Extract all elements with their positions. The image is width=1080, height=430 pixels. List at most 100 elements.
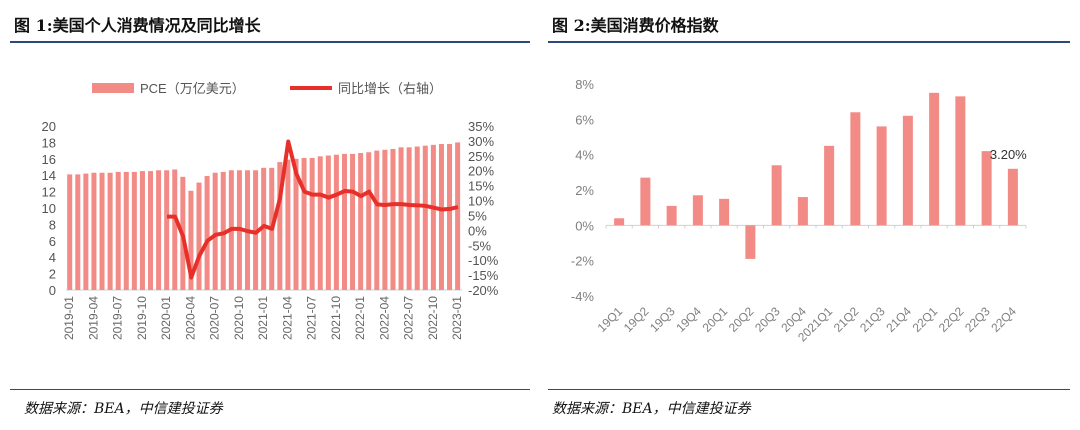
left-axis-tick-label: 4	[49, 250, 56, 265]
pce-bar	[131, 171, 137, 290]
y-axis-tick-label: 6%	[575, 112, 594, 127]
pce-bar	[447, 144, 453, 290]
pce-bar	[382, 149, 388, 290]
pce-bar	[374, 150, 380, 290]
right-axis-tick-label: 20%	[468, 164, 494, 179]
pce-bar	[366, 152, 372, 290]
right-axis-tick-label: 35%	[468, 119, 494, 134]
pce-bar	[277, 162, 283, 290]
pce-bar	[422, 145, 428, 290]
pce-bar	[172, 169, 178, 290]
pce-bar	[148, 171, 154, 290]
x-tick-label: 2023-01	[450, 296, 464, 340]
pce-bar	[99, 172, 105, 290]
cpi-bar	[797, 197, 808, 226]
right-axis-tick-label: 30%	[468, 134, 494, 149]
pce-bar	[414, 146, 420, 290]
pce-bar	[358, 153, 364, 290]
y-axis-tick-label: -2%	[571, 254, 595, 269]
pce-bar	[139, 171, 145, 290]
x-category-label: 21Q3	[857, 304, 888, 335]
pce-bar	[430, 144, 436, 290]
pce-bar	[341, 153, 347, 290]
left-axis-tick-label: 6	[49, 234, 56, 249]
left-axis-tick-label: 10	[42, 201, 56, 216]
x-category-label: 19Q1	[595, 304, 626, 335]
x-tick-label: 2020-10	[232, 296, 246, 340]
pce-bar	[301, 157, 307, 290]
cpi-bar	[955, 96, 966, 226]
pce-bar	[350, 153, 356, 290]
pce-bar	[67, 174, 73, 290]
pce-bar	[325, 155, 331, 290]
y-axis-tick-label: -4%	[571, 289, 595, 304]
right-source: 数据来源：BEA，中信建投证券	[552, 401, 751, 417]
pce-bar	[333, 154, 339, 290]
x-category-label: 20Q2	[726, 304, 757, 335]
y-axis-tick-label: 4%	[575, 148, 594, 163]
right-axis-tick-label: 10%	[468, 194, 494, 209]
cpi-bar	[640, 177, 651, 226]
x-tick-label: 2020-01	[159, 296, 173, 340]
pce-bar	[188, 190, 194, 290]
right-axis-tick-label: 25%	[468, 149, 494, 164]
right-title-rule	[548, 41, 1070, 43]
right-axis-tick-label: -10%	[468, 253, 499, 268]
right-chart-title: 图 2:美国消费价格指数	[552, 16, 719, 35]
pce-bar	[438, 144, 444, 290]
cpi-bar	[1007, 168, 1018, 226]
right-source-rule	[548, 389, 1070, 390]
pce-bar	[253, 170, 259, 290]
left-axis-tick-label: 16	[42, 152, 56, 167]
pce-bar	[83, 173, 89, 290]
right-axis-tick-label: 15%	[468, 179, 494, 194]
y-axis-tick-label: 2%	[575, 183, 594, 198]
x-category-label: 19Q3	[647, 304, 678, 335]
pce-bar	[164, 170, 170, 290]
cpi-bar	[771, 165, 782, 226]
pce-bar	[406, 147, 412, 290]
right-axis-tick-label: 5%	[468, 208, 487, 223]
left-axis-tick-label: 0	[49, 283, 56, 298]
data-label: 3.20%	[990, 147, 1027, 162]
cpi-bar	[929, 92, 940, 226]
y-axis-tick-label: 0%	[575, 218, 594, 233]
pce-bar	[317, 156, 323, 290]
pce-bar	[107, 172, 113, 290]
left-axis-tick-label: 18	[42, 135, 56, 150]
x-tick-label: 2019-01	[62, 296, 76, 340]
left-source-rule	[10, 389, 530, 390]
cpi-bar	[719, 198, 730, 226]
x-category-label: 21Q2	[831, 304, 862, 335]
pce-bar	[115, 171, 121, 290]
cpi-bar	[692, 195, 703, 226]
legend-bar-swatch	[92, 83, 134, 93]
pce-bar	[75, 174, 81, 290]
x-category-label: 20Q3	[752, 304, 783, 335]
pce-bar	[293, 158, 299, 290]
right-axis-tick-label: -15%	[468, 268, 499, 283]
left-chart-title: 图 1:美国个人消费情况及同比增长	[14, 16, 261, 35]
x-category-label: 20Q1	[700, 304, 731, 335]
right-axis-tick-label: -20%	[468, 283, 499, 298]
pce-bar	[123, 171, 129, 290]
cpi-bar	[876, 126, 887, 226]
x-tick-label: 2021-01	[256, 296, 270, 340]
left-axis-tick-label: 20	[42, 119, 56, 134]
legend-yoy-label: 同比增长（右轴）	[338, 81, 442, 96]
cpi-bar	[824, 145, 835, 226]
left-axis-tick-label: 12	[42, 185, 56, 200]
x-category-label: 21Q4	[883, 304, 914, 335]
x-tick-label: 2019-10	[135, 296, 149, 340]
left-axis-tick-label: 14	[42, 168, 56, 183]
pce-bar	[285, 159, 291, 290]
x-tick-label: 2019-07	[111, 296, 125, 340]
pce-bar	[455, 142, 461, 290]
pce-bar	[309, 157, 315, 290]
cpi-bar	[745, 225, 756, 259]
cpi-bar	[666, 205, 677, 226]
x-tick-label: 2020-07	[208, 296, 222, 340]
x-category-label: 22Q1	[910, 304, 941, 335]
x-tick-label: 2021-04	[280, 296, 294, 340]
x-tick-label: 2022-10	[426, 296, 440, 340]
